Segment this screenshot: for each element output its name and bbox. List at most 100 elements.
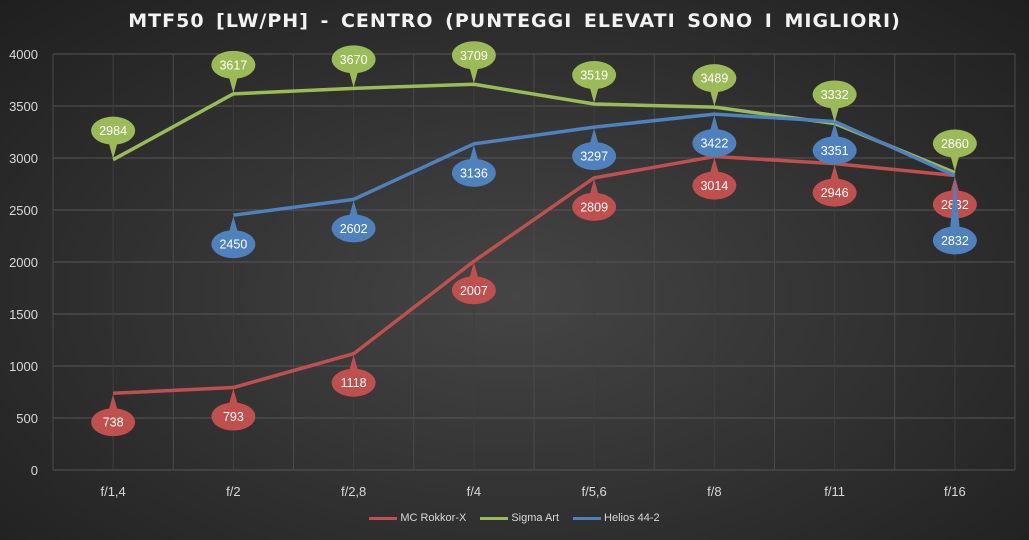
x-tick-label: f/4	[467, 484, 481, 499]
data-label-text: 2007	[460, 284, 488, 298]
y-tick-label: 4000	[9, 47, 38, 62]
x-tick-label: f/2,8	[341, 484, 366, 499]
data-label: 2450	[211, 216, 256, 259]
data-label: 2984	[91, 116, 136, 159]
data-label-text: 3014	[700, 179, 728, 193]
label-pointer	[949, 176, 960, 231]
data-label-text: 3332	[821, 88, 849, 102]
data-label-text: 3489	[700, 72, 728, 86]
label-bubble	[331, 368, 376, 397]
label-pointer	[589, 85, 600, 104]
label-bubble	[331, 214, 376, 243]
data-label: 3351	[812, 122, 857, 165]
label-pointer	[468, 262, 479, 281]
label-bubble	[692, 129, 737, 158]
label-pointer	[709, 157, 720, 176]
label-bubble	[812, 136, 857, 165]
label-pointer	[348, 69, 359, 88]
label-pointer	[709, 88, 720, 107]
label-pointer	[228, 74, 239, 93]
x-tick-label: f/1,4	[100, 484, 125, 499]
label-pointer	[468, 144, 479, 163]
label-bubble	[451, 276, 496, 305]
label-pointer	[829, 122, 840, 141]
data-label: 2007	[451, 262, 496, 305]
label-bubble	[572, 61, 617, 90]
label-bubble	[812, 80, 857, 109]
data-label-text: 2860	[941, 137, 969, 151]
label-pointer	[228, 388, 239, 407]
data-label: 1118	[331, 354, 376, 397]
data-label-text: 2832	[941, 234, 969, 248]
label-pointer	[829, 104, 840, 123]
data-label-text: 2450	[219, 238, 247, 252]
data-label: 2602	[331, 200, 376, 243]
y-tick-label: 0	[31, 463, 38, 478]
label-pointer	[348, 354, 359, 373]
y-tick-label: 1500	[9, 307, 38, 322]
x-tick-label: f/16	[944, 484, 966, 499]
label-pointer	[589, 178, 600, 197]
data-label-text: 1118	[341, 376, 367, 390]
data-label: 3489	[692, 64, 737, 107]
label-pointer	[468, 65, 479, 84]
chart-title: MTF50 [LW/PH] - CENTRO (PUNTEGGI ELEVATI…	[128, 10, 901, 32]
label-pointer	[108, 140, 119, 159]
data-label: 793	[211, 388, 256, 431]
legend-label: Sigma Art	[511, 512, 560, 524]
label-pointer	[829, 164, 840, 183]
data-label-text: 3351	[821, 144, 849, 158]
data-label-text: 793	[223, 410, 244, 424]
legend-item: Helios 44-2	[573, 512, 660, 524]
label-bubble	[211, 402, 256, 431]
legend-swatch	[480, 516, 509, 520]
data-label: 2832	[932, 176, 977, 255]
y-tick-label: 2000	[9, 255, 38, 270]
label-bubble	[211, 50, 256, 79]
data-label-text: 738	[103, 416, 124, 430]
x-tick-label: f/5,6	[581, 484, 606, 499]
label-pointer	[108, 394, 119, 413]
legend-item: Sigma Art	[480, 512, 559, 524]
data-label: 2946	[812, 164, 857, 207]
data-label-text: 3617	[219, 58, 247, 72]
data-label-text: 3297	[580, 150, 608, 164]
data-label-text: 3709	[460, 49, 488, 63]
series-line-mc-rokkor-x	[113, 154, 956, 395]
label-bubble	[692, 171, 737, 200]
data-label: 2860	[932, 129, 977, 172]
data-label-text: 2946	[821, 186, 849, 200]
legend-item: MC Rokkor-X	[369, 512, 466, 524]
label-bubble	[91, 408, 136, 437]
label-bubble	[572, 192, 617, 221]
data-label: 3136	[451, 144, 496, 187]
label-pointer	[949, 153, 960, 172]
legend-label: MC Rokkor-X	[400, 512, 467, 524]
legend-swatch	[573, 516, 602, 520]
data-label: 3519	[572, 61, 617, 104]
label-bubble	[211, 230, 256, 259]
data-label-text: 3136	[460, 166, 488, 180]
data-label: 3297	[572, 128, 617, 171]
y-tick-label: 2500	[9, 203, 38, 218]
data-label-text: 3670	[340, 53, 368, 67]
label-bubble	[91, 116, 136, 145]
data-label-text: 3422	[700, 137, 728, 151]
x-tick-label: f/11	[824, 484, 845, 499]
label-pointer	[228, 216, 239, 235]
legend-swatch	[369, 516, 398, 520]
label-bubble	[451, 158, 496, 187]
x-tick-label: f/2	[226, 484, 240, 499]
label-pointer	[709, 115, 720, 134]
data-label: 738	[91, 394, 136, 437]
y-tick-label: 500	[16, 411, 38, 426]
legend-label: Helios 44-2	[604, 512, 660, 524]
data-label: 3709	[451, 41, 496, 84]
label-bubble	[932, 226, 977, 255]
label-pointer	[348, 200, 359, 219]
label-pointer	[589, 128, 600, 147]
label-bubble	[451, 41, 496, 70]
y-tick-label: 3000	[9, 151, 38, 166]
data-label: 3014	[692, 157, 737, 200]
data-label: 3617	[211, 50, 256, 93]
